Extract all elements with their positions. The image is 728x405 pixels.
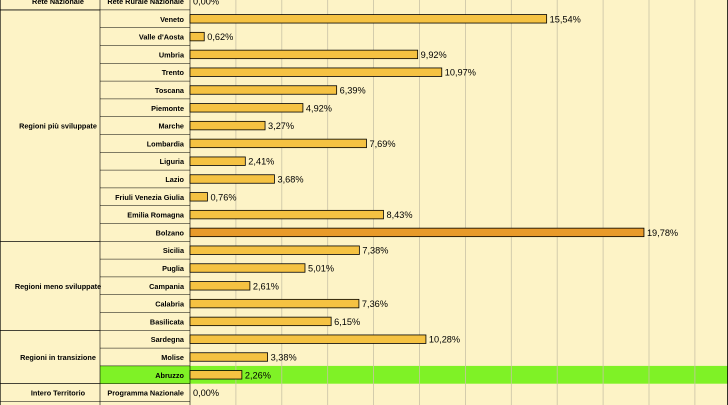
category-label-basilicata: Basilicata [150, 317, 185, 326]
bar-lombardia [189, 138, 367, 149]
category-label-puglia: Puglia [162, 264, 185, 273]
group-label-regioni-in-transizione: Regioni in transizione [20, 353, 96, 362]
value-label-marche: 3,27% [268, 121, 294, 131]
bar-bolzano [189, 227, 645, 238]
bar-piemonte [189, 103, 304, 113]
value-label-umbria: 9,92% [421, 50, 447, 60]
value-label-bolzano: 19,78% [647, 228, 678, 238]
value-label-sicilia: 7,38% [362, 246, 388, 256]
category-labels: Rete Rurale Nazionale Veneto Valle d'Aosta… [107, 0, 185, 398]
category-label-trento: Trento [162, 68, 185, 77]
group-labels: Rete Nazionale Regioni più sviluppate Regi… [15, 0, 101, 398]
group-label-regioni-pi-sviluppate: Regioni più sviluppate [19, 122, 97, 131]
category-label-lombardia: Lombardia [147, 139, 185, 148]
category-label-abruzzo: Abruzzo [155, 371, 184, 380]
category-label-bolzano: Bolzano [156, 228, 185, 237]
category-label-lazio: Lazio [165, 175, 184, 184]
value-label-lazio: 3,68% [277, 175, 303, 185]
bar-friuli-venezia-giulia [189, 192, 208, 202]
category-label-sardegna: Sardegna [151, 335, 185, 344]
value-label-molise: 3,38% [271, 353, 297, 363]
value-label-lombardia: 7,69% [369, 139, 395, 149]
value-label-calabria: 7,36% [362, 299, 388, 309]
value-label-emilia-romagna: 8,43% [386, 210, 412, 220]
bar-molise [189, 352, 268, 362]
value-labels: 0,00% 15,54% 0,62% 9,92% 10,97% 6,39% 4,92% 3,2… [193, 0, 678, 398]
value-label-toscana: 6,39% [340, 86, 366, 96]
category-label-rete-rurale-nazionale: Rete Rurale Nazionale [107, 0, 184, 6]
value-label-puglia: 5,01% [308, 264, 334, 274]
bar-liguria [189, 156, 246, 166]
value-label-abruzzo: 2,26% [245, 370, 271, 380]
bar-marche [189, 120, 266, 131]
category-label-umbria: Umbria [159, 50, 185, 59]
bar-valle-d-aosta [189, 31, 205, 42]
category-label-sicilia: Sicilia [163, 246, 185, 255]
group-label-regioni-meno-sviluppate: Regioni meno sviluppate [15, 282, 101, 291]
bar-puglia [189, 263, 306, 273]
value-label-campania: 2,61% [253, 281, 279, 291]
category-label-friuli-venezia-giulia: Friuli Venezia Giulia [115, 193, 185, 202]
value-label-piemonte: 4,92% [306, 103, 332, 113]
category-label-programma-nazionale: Programma Nazionale [107, 389, 184, 398]
value-label-liguria: 2,41% [248, 157, 274, 167]
bar-umbria [189, 49, 419, 60]
value-label-friuli-venezia-giulia: 0,76% [210, 192, 236, 202]
category-label-campania: Campania [149, 282, 185, 291]
highlight-layer [100, 365, 728, 384]
category-label-calabria: Calabria [155, 300, 185, 309]
value-label-valle-d-aosta: 0,62% [207, 32, 233, 42]
category-label-veneto: Veneto [160, 15, 184, 24]
value-label-trento: 10,97% [445, 68, 476, 78]
bar-veneto [189, 14, 548, 24]
bar-toscana [189, 85, 338, 95]
category-label-molise: Molise [161, 353, 184, 362]
value-label-programma-nazionale: 0,00% [193, 388, 219, 398]
row-highlight-abruzzo [100, 365, 728, 384]
bar-emilia-romagna [189, 209, 384, 220]
category-label-emilia-romagna: Emilia Romagna [127, 211, 185, 220]
bar-sicilia [189, 245, 360, 255]
bar-lazio [189, 174, 275, 184]
group-label-intero-territorio: Intero Territorio [31, 389, 86, 398]
bar-abruzzo [189, 370, 243, 380]
category-label-toscana: Toscana [155, 86, 185, 95]
bar-campania [189, 281, 251, 291]
value-label-sardegna: 10,28% [429, 335, 460, 345]
category-label-liguria: Liguria [160, 157, 185, 166]
bar-calabria [189, 298, 360, 309]
group-label-rete-nazionale: Rete Nazionale [32, 0, 84, 6]
bar-sardegna [189, 334, 427, 344]
value-label-rete-rurale-nazionale: 0,00% [193, 0, 219, 7]
bars [189, 14, 645, 380]
value-label-basilicata: 6,15% [334, 317, 360, 327]
bar-basilicata [189, 316, 332, 327]
value-label-veneto: 15,54% [550, 14, 581, 24]
category-label-marche: Marche [158, 122, 184, 131]
category-label-piemonte: Piemonte [151, 104, 184, 113]
bar-trento [189, 67, 443, 77]
category-label-valle-d-aosta: Valle d'Aosta [139, 33, 185, 42]
